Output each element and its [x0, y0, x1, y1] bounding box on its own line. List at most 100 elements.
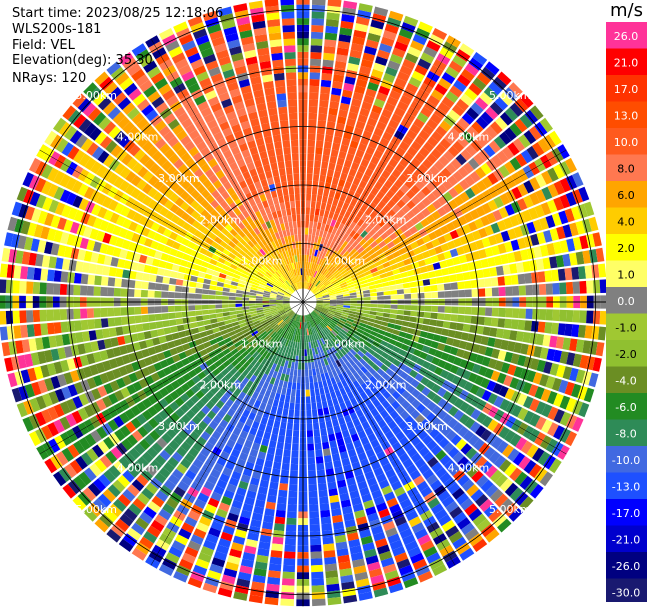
- velocity-gate: [399, 141, 410, 152]
- velocity-gate: [290, 248, 295, 256]
- velocity-gate: [310, 537, 322, 546]
- velocity-gate: [132, 131, 145, 144]
- velocity-gate: [127, 465, 140, 478]
- velocity-gate: [305, 376, 309, 384]
- velocity-gate: [257, 313, 265, 318]
- velocity-gate: [341, 14, 355, 23]
- velocity-gate: [223, 489, 235, 500]
- velocity-gate: [310, 45, 323, 53]
- velocity-gate: [151, 96, 165, 109]
- velocity-gate: [363, 362, 372, 371]
- velocity-gate: [290, 348, 295, 356]
- velocity-gate: [270, 292, 277, 296]
- velocity-gate: [571, 383, 582, 398]
- velocity-gate: [401, 204, 411, 214]
- velocity-gate: [309, 382, 315, 390]
- velocity-gate: [284, 360, 289, 368]
- velocity-gate: [406, 163, 417, 174]
- velocity-gate: [255, 385, 262, 394]
- velocity-gate: [181, 475, 193, 486]
- velocity-gate: [274, 392, 281, 401]
- velocity-gate: [281, 578, 295, 586]
- velocity-gate: [20, 266, 29, 280]
- velocity-gate: [475, 425, 487, 438]
- velocity-gate: [240, 509, 252, 519]
- velocity-gate: [333, 336, 341, 343]
- velocity-gate: [334, 389, 342, 398]
- velocity-gate: [566, 352, 576, 366]
- velocity-gate: [367, 561, 381, 572]
- velocity-gate: [307, 463, 316, 471]
- velocity-gate: [192, 28, 208, 40]
- velocity-gate: [277, 291, 285, 296]
- velocity-gate: [595, 247, 605, 262]
- velocity-gate: [201, 304, 209, 310]
- velocity-gate: [35, 194, 47, 209]
- velocity-gate: [387, 533, 401, 544]
- velocity-gate: [425, 241, 434, 250]
- velocity-gate: [510, 274, 519, 285]
- velocity-gate: [259, 248, 266, 256]
- velocity-gate: [259, 387, 267, 396]
- velocity-gate: [341, 240, 348, 249]
- velocity-gate: [228, 355, 236, 364]
- velocity-gate: [335, 292, 343, 296]
- velocity-gate: [464, 175, 476, 187]
- velocity-gate: [431, 130, 443, 143]
- velocity-gate: [292, 430, 300, 438]
- velocity-gate: [320, 267, 326, 275]
- velocity-gate: [376, 121, 387, 131]
- velocity-gate: [349, 248, 357, 256]
- velocity-gate: [151, 150, 163, 162]
- velocity-gate: [440, 425, 452, 437]
- velocity-gate: [418, 446, 430, 458]
- velocity-gate: [326, 247, 332, 255]
- velocity-gate: [414, 441, 426, 452]
- velocity-gate: [464, 289, 472, 298]
- velocity-gate: [341, 581, 355, 590]
- velocity-gate: [102, 265, 111, 276]
- velocity-gate: [515, 379, 526, 392]
- velocity-gate: [132, 93, 146, 106]
- velocity-gate: [119, 345, 128, 355]
- velocity-gate: [247, 240, 255, 248]
- velocity-gate: [24, 353, 34, 368]
- velocity-gate: [269, 556, 282, 565]
- velocity-gate: [483, 144, 496, 158]
- velocity-gate: [289, 402, 295, 410]
- velocity-gate: [264, 286, 272, 291]
- velocity-gate: [279, 276, 286, 283]
- velocity-gate: [192, 152, 203, 163]
- velocity-gate: [380, 340, 389, 347]
- velocity-gate: [202, 582, 218, 594]
- velocity-gate: [350, 325, 358, 331]
- velocity-gate: [221, 98, 233, 109]
- velocity-gate: [154, 313, 163, 321]
- velocity-gate: [328, 290, 336, 295]
- velocity-gate: [391, 152, 402, 163]
- velocity-gate: [282, 298, 290, 301]
- velocity-gate: [274, 239, 280, 247]
- velocity-gate: [238, 78, 251, 88]
- velocity-gate: [265, 336, 273, 343]
- velocity-gate: [262, 323, 270, 329]
- velocity-gate: [437, 291, 445, 298]
- velocity-gate: [274, 516, 286, 525]
- velocity-gate: [421, 386, 431, 397]
- velocity-gate: [258, 423, 266, 432]
- velocity-gate: [309, 248, 313, 256]
- velocity-gate: [331, 346, 338, 354]
- velocity-gate: [345, 278, 353, 284]
- velocity-gate: [239, 142, 249, 152]
- velocity-gate: [396, 336, 405, 343]
- velocity-gate: [381, 351, 390, 360]
- velocity-gate: [294, 341, 298, 349]
- velocity-gate: [430, 113, 443, 125]
- velocity-gate: [122, 57, 138, 71]
- velocity-gate: [324, 182, 331, 191]
- velocity-gate: [35, 428, 47, 443]
- velocity-gate: [320, 428, 328, 436]
- velocity-gate: [264, 244, 271, 252]
- velocity-gate: [246, 346, 254, 353]
- velocity-gate: [335, 367, 342, 376]
